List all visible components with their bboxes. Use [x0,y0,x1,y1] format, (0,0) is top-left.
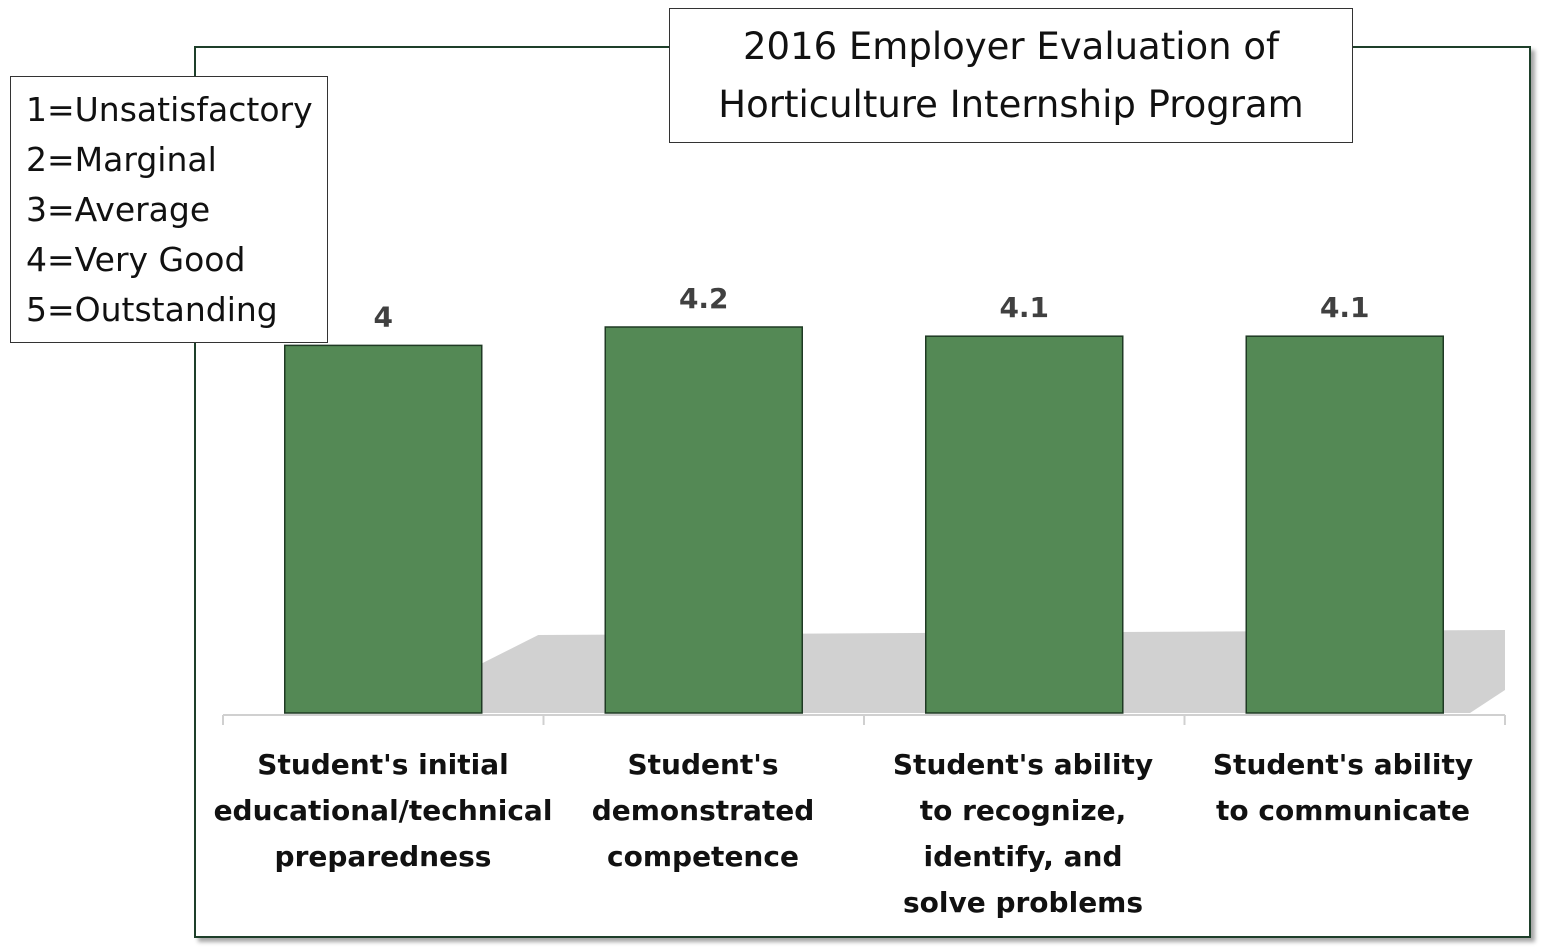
category-label-line: Student's initial [257,748,509,781]
category-label-line: Student's ability [1212,748,1474,781]
category-label-line: competence [607,840,799,873]
category-label-line: identify, and [923,840,1123,873]
category-label-3: Student's ability to recognize, identify… [853,742,1193,926]
data-label-3: 4.1 [999,291,1049,324]
category-label-line: to recognize, [919,794,1127,827]
bar-2 [604,326,803,714]
rating-scale-legend: 1=Unsatisfactory 2=Marginal 3=Average 4=… [10,76,328,343]
chart-title-line-1: 2016 Employer Evaluation of [742,24,1280,68]
bars [284,326,1444,714]
category-label-line: demonstrated [591,794,815,827]
legend-entry-5: 5=Outstanding [26,290,278,329]
category-label-line: educational/technical [213,794,553,827]
chart-title: 2016 Employer Evaluation of Horticulture… [669,8,1353,143]
category-label-line: Student's [627,748,779,781]
x-axis [222,714,1506,725]
legend-entry-4: 4=Very Good [26,240,246,279]
category-label-2: Student's demonstrated competence [533,742,873,880]
bar-1 [284,344,483,714]
bar-4 [1245,335,1444,714]
bar-3 [925,335,1124,714]
category-label-line: preparedness [274,840,492,873]
category-label-4: Student's ability to communicate [1173,742,1513,834]
legend-entry-3: 3=Average [26,190,211,229]
legend-entry-1: 1=Unsatisfactory [26,90,313,129]
data-label-2: 4.2 [679,282,729,315]
category-label-1: Student's initial educational/technical … [213,742,553,880]
category-label-line: Student's ability [892,748,1154,781]
data-label-1: 4 [374,300,393,333]
data-label-4: 4.1 [1320,291,1370,324]
category-label-line: solve problems [902,886,1144,919]
category-label-line: to communicate [1216,794,1470,827]
chart-title-line-2: Horticulture Internship Program [718,82,1304,126]
legend-entry-2: 2=Marginal [26,140,217,179]
data-labels: 4 4.2 4.1 4.1 [374,282,1370,333]
